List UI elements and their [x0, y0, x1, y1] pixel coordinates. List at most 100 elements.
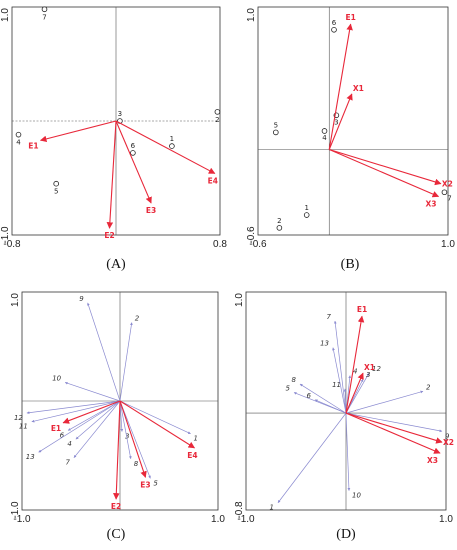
species-label-6: 6 — [60, 431, 65, 439]
species-arrow-6 — [314, 399, 347, 414]
vector-arrow-E1 — [39, 120, 117, 143]
species-arrow-8 — [299, 383, 347, 414]
vector-label-E3: E3 — [140, 480, 150, 489]
sample-point-6 — [130, 150, 136, 156]
vector-arrow-E3 — [119, 400, 147, 478]
species-arrow-9 — [87, 302, 121, 402]
x-min-tick-label: -1.0 — [13, 514, 31, 525]
vector-label-X1: X1 — [364, 363, 375, 372]
vector-arrow-E3 — [115, 120, 152, 204]
x-min-tick-label: -0.8 — [3, 239, 21, 250]
x-max-tick-label: 1.0 — [211, 514, 225, 525]
species-label-7: 7 — [65, 459, 70, 467]
y-max-tick-label: 1.0 — [234, 293, 245, 307]
x-max-tick-label: 0.8 — [213, 239, 227, 250]
species-label-8: 8 — [134, 460, 139, 468]
vector-arrow-X2 — [345, 412, 443, 444]
sample-label-6: 6 — [332, 19, 337, 27]
species-arrow-1 — [277, 412, 347, 503]
x-min-tick-label: -0.6 — [249, 239, 267, 250]
vector-arrow-E4 — [115, 120, 216, 174]
plot-frame — [257, 6, 449, 236]
sample-label-3: 3 — [118, 110, 122, 118]
vector-label-X2: X2 — [443, 438, 454, 447]
species-label-7: 7 — [327, 313, 332, 321]
sample-label-7: 7 — [447, 194, 451, 202]
vector-arrow-E2 — [106, 120, 117, 229]
species-label-3: 3 — [366, 371, 370, 379]
vector-arrow-E4 — [119, 400, 196, 449]
species-label-13: 13 — [26, 453, 35, 461]
y-min-tick-label: -0.6 — [246, 226, 257, 244]
panel-caption: (C) — [107, 527, 126, 542]
sample-point-4 — [15, 131, 22, 138]
species-arrow-8 — [119, 400, 132, 460]
species-arrow-4 — [75, 400, 121, 440]
x-max-tick-label: 1.0 — [439, 514, 453, 525]
vector-label-X3: X3 — [425, 200, 436, 209]
species-label-12: 12 — [14, 414, 23, 422]
species-arrow-2 — [119, 322, 133, 402]
sample-point-2 — [276, 225, 283, 231]
species-label-4: 4 — [67, 440, 71, 448]
sample-point-5 — [273, 129, 279, 136]
y-min-tick-label: -0.8 — [234, 501, 245, 519]
species-label-4: 4 — [353, 368, 357, 376]
sample-label-1: 1 — [170, 135, 174, 143]
y-max-tick-label: 1.0 — [10, 293, 21, 307]
vector-label-E4: E4 — [208, 176, 218, 185]
species-label-6: 6 — [307, 392, 312, 400]
species-arrow-13 — [38, 400, 121, 453]
species-label-12: 12 — [372, 365, 381, 373]
panel-caption: (A) — [106, 257, 126, 272]
species-label-13: 13 — [320, 340, 329, 348]
vector-label-E4: E4 — [187, 451, 197, 460]
vector-label-E1: E1 — [357, 305, 367, 314]
panel-b: -0.6 1.0 -0.6 1.0 6 34 5 1 2 7 E1 X1 X2 X3 (B) — [246, 6, 455, 272]
y-max-tick-label: 1.0 — [246, 8, 257, 22]
species-label-11: 11 — [19, 423, 28, 431]
y-max-tick-label: 1.0 — [0, 8, 11, 22]
species-arrow-11 — [343, 388, 347, 414]
vector-label-E1: E1 — [28, 141, 38, 150]
x-min-tick-label: -1.0 — [237, 514, 255, 525]
sample-point-7 — [441, 189, 448, 196]
vector-arrow-X1 — [345, 372, 364, 414]
species-label-10: 10 — [52, 374, 61, 382]
species-arrow-9 — [345, 412, 443, 433]
panel-caption: (D) — [336, 527, 356, 542]
panel-d: -1.0 1.0 -0.8 1.0 7 13 123 4 11 85 6 2 9 10 1 E1 X1 X2 X3 (… — [234, 291, 454, 542]
species-arrow-7 — [73, 400, 121, 458]
sample-label-5: 5 — [274, 121, 278, 129]
species-arrow-11 — [31, 400, 121, 423]
species-label-2: 2 — [135, 315, 140, 323]
vector-arrow-E2 — [113, 400, 121, 500]
vector-label-E2: E2 — [104, 231, 114, 240]
species-arrow-12 — [26, 400, 121, 415]
sample-point-6 — [331, 26, 337, 33]
species-arrow-10 — [64, 381, 121, 402]
vector-arrow-X1 — [328, 93, 353, 150]
species-arrow-5 — [119, 400, 151, 479]
species-label-11: 11 — [332, 381, 341, 389]
species-label-1: 1 — [194, 435, 198, 443]
vector-arrow-X3 — [345, 412, 441, 454]
sample-label-5: 5 — [54, 188, 58, 196]
vector-label-X2: X2 — [442, 180, 453, 189]
species-label-8: 8 — [292, 376, 297, 384]
panel-a: -0.8 0.8 -1.0 1.0 7 2 3 4 1 6 5 E1 E4 E3 E2 (A) — [0, 6, 227, 272]
vector-arrow-E1 — [62, 400, 121, 424]
vector-arrow-X2 — [329, 148, 442, 186]
species-label-5: 5 — [286, 385, 291, 393]
species-arrow-1 — [119, 400, 191, 435]
vector-label-E3: E3 — [146, 206, 156, 215]
vector-arrow-X3 — [329, 148, 440, 198]
sample-label-2: 2 — [277, 217, 281, 225]
species-arrow-6 — [67, 400, 121, 431]
species-label-9: 9 — [445, 432, 450, 440]
y-min-tick-label: -1.0 — [10, 501, 21, 519]
vector-label-X3: X3 — [427, 456, 438, 465]
x-max-tick-label: 1.0 — [441, 239, 455, 250]
